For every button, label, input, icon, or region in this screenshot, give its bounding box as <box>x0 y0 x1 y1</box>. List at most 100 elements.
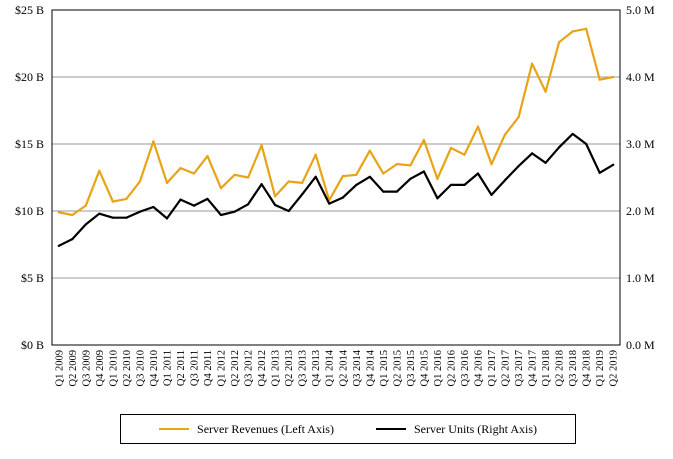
data-point <box>463 153 466 156</box>
x-tick-label: Q4 2009 <box>95 350 106 386</box>
x-tick-label: Q2 2009 <box>68 350 79 386</box>
x-tick-label: Q1 2009 <box>54 350 65 386</box>
data-point <box>341 196 344 199</box>
x-tick-label: Q2 2013 <box>284 350 295 386</box>
data-point <box>598 78 601 81</box>
x-tick-label: Q1 2017 <box>487 350 498 386</box>
left-tick-label: $5 B <box>21 271 44 285</box>
x-tick-label: Q4 2011 <box>203 350 214 386</box>
x-tick-label: Q3 2009 <box>81 350 92 386</box>
x-tick-label: Q2 2010 <box>122 350 133 386</box>
data-point <box>544 90 547 93</box>
data-point <box>598 171 601 174</box>
legend-item-units: Server Units (Right Axis) <box>375 421 537 437</box>
data-point <box>287 180 290 183</box>
data-point <box>179 167 182 170</box>
legend-label-units: Server Units (Right Axis) <box>413 421 537 436</box>
right-axis: 0.0 M 1.0 M 2.0 M 3.0 M 4.0 M 5.0 M <box>626 3 655 352</box>
data-point <box>612 75 615 79</box>
x-tick-label: Q3 2016 <box>460 350 471 386</box>
data-point <box>558 41 561 44</box>
data-point <box>490 193 493 197</box>
data-point <box>612 163 615 166</box>
x-tick-label: Q4 2012 <box>257 350 268 386</box>
data-point <box>125 197 128 201</box>
left-tick-label: $25 B <box>15 3 44 17</box>
data-point <box>274 203 277 207</box>
x-tick-label: Q3 2015 <box>406 350 417 386</box>
legend-swatch-units <box>375 428 406 430</box>
x-tick-label: Q2 2017 <box>501 350 512 386</box>
data-point <box>233 173 236 176</box>
x-tick-label: Q3 2011 <box>190 350 201 386</box>
series-line-units <box>58 132 614 247</box>
x-tick-label: Q1 2013 <box>271 350 282 386</box>
left-tick-label: $15 B <box>15 137 44 151</box>
x-tick-label: Q3 2017 <box>514 350 525 386</box>
data-point <box>287 209 290 213</box>
x-tick-label: Q2 2011 <box>176 350 187 386</box>
right-tick-label: 1.0 M <box>626 271 655 285</box>
data-point <box>558 146 561 149</box>
data-point <box>84 223 87 226</box>
data-point <box>314 153 317 156</box>
x-tick-label: Q3 2012 <box>244 350 255 386</box>
right-tick-label: 3.0 M <box>626 137 655 151</box>
x-tick-label: Q1 2018 <box>541 350 552 386</box>
data-point <box>503 179 507 182</box>
data-point <box>260 144 263 147</box>
data-point <box>341 175 344 178</box>
right-tick-label: 0.0 M <box>626 338 655 352</box>
data-point <box>219 213 223 217</box>
data-point <box>355 183 358 186</box>
data-point <box>314 175 317 178</box>
data-point <box>260 183 263 186</box>
data-point <box>219 187 223 190</box>
data-point <box>301 181 304 184</box>
x-tick-label: Q2 2016 <box>446 350 457 386</box>
data-point <box>449 146 453 150</box>
x-tick-label: Q2 2019 <box>609 350 620 386</box>
legend: Server Revenues (Left Axis) Server Units… <box>120 414 576 444</box>
data-point <box>98 212 101 215</box>
data-point <box>246 176 250 179</box>
data-point <box>165 217 169 220</box>
data-point <box>409 164 412 167</box>
data-point <box>246 203 250 206</box>
data-point <box>206 154 209 158</box>
x-tick-label: Q1 2012 <box>217 350 228 386</box>
data-point <box>368 149 371 152</box>
data-point <box>368 175 371 178</box>
data-point <box>571 132 574 136</box>
data-point <box>382 190 385 193</box>
data-point <box>165 181 169 184</box>
data-point <box>355 173 358 176</box>
data-point <box>71 213 74 217</box>
data-point <box>274 195 277 198</box>
data-point <box>192 204 196 207</box>
x-tick-label: Q3 2014 <box>352 349 363 386</box>
data-point <box>449 183 453 186</box>
left-tick-label: $0 B <box>21 338 44 352</box>
series-line-revenues <box>58 27 614 217</box>
data-point <box>530 62 534 65</box>
plot-area-border <box>51 9 621 346</box>
x-tick-label: Q1 2014 <box>325 349 336 386</box>
x-tick-label: Q2 2014 <box>338 349 349 386</box>
data-point <box>382 172 385 175</box>
data-point <box>233 210 236 213</box>
data-point <box>409 177 412 180</box>
data-point <box>436 177 439 180</box>
data-point <box>152 140 155 143</box>
x-tick-label: Q4 2018 <box>582 350 593 386</box>
data-point <box>476 172 480 175</box>
data-point <box>138 180 142 183</box>
data-point <box>517 116 520 119</box>
right-tick-label: 4.0 M <box>626 70 655 84</box>
data-point <box>138 210 142 213</box>
x-tick-label: Q4 2015 <box>419 350 430 386</box>
x-tick-label: Q1 2015 <box>379 350 390 386</box>
data-point <box>544 161 547 164</box>
gridlines <box>52 76 620 279</box>
